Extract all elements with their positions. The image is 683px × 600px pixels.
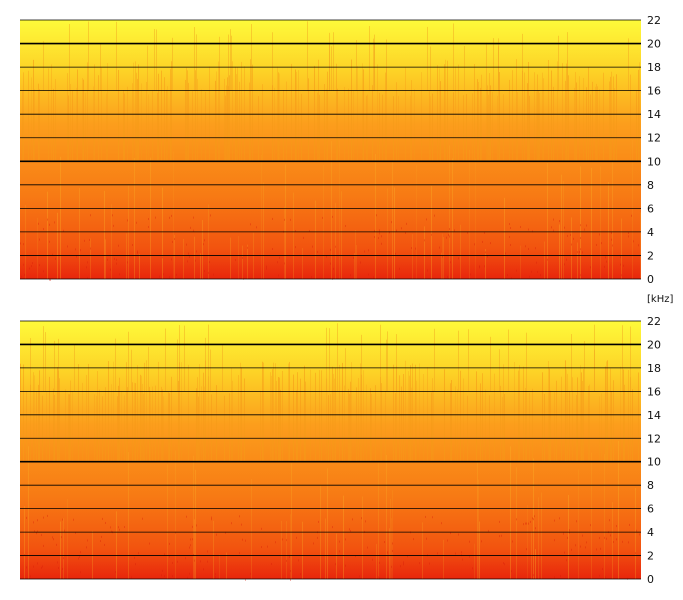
y-tick-label: 6 [647,503,654,516]
y-tick-label: 8 [647,179,654,192]
spectrogram-panel-top: 0 2 4 6 8 10 12 14 16 18 20 22 [20,14,661,286]
y-tick-label: 2 [647,249,654,262]
y-tick-labels: 0 2 4 6 8 10 12 14 16 18 20 22 [647,315,661,586]
y-tick-label: 10 [647,155,661,168]
y-tick-label: 12 [647,132,661,145]
spectrogram-panel-bottom: 0 2 4 6 8 10 12 14 16 18 20 22 [kHz] [20,294,673,586]
gridlines [20,19,641,280]
y-tick-label: 4 [647,526,654,539]
y-tick-label: 20 [647,38,661,51]
y-tick-labels: 0 2 4 6 8 10 12 14 16 18 20 22 [647,14,661,286]
y-tick-label: 18 [647,362,661,375]
y-tick-label: 22 [647,315,661,328]
y-tick-label: 2 [647,550,654,563]
y-tick-label: 16 [647,85,661,98]
y-tick-label: 20 [647,338,661,351]
spectrogram-texture [20,21,641,281]
y-tick-label: 8 [647,479,654,492]
gridlines [20,320,641,580]
y-tick-label: 4 [647,226,654,239]
spectrogram-texture [20,323,640,581]
y-tick-label: 18 [647,61,661,74]
y-tick-label: 12 [647,432,661,445]
y-tick-label: 14 [647,409,661,422]
y-tick-label: 6 [647,202,654,215]
y-tick-label: 0 [647,273,654,286]
y-tick-label: 16 [647,385,661,398]
y-tick-label: 10 [647,456,661,469]
y-tick-label: 0 [647,573,654,586]
y-unit-label: [kHz] [647,294,673,305]
y-tick-label: 14 [647,108,661,121]
y-tick-label: 22 [647,14,661,27]
spectrogram-field [20,321,641,579]
